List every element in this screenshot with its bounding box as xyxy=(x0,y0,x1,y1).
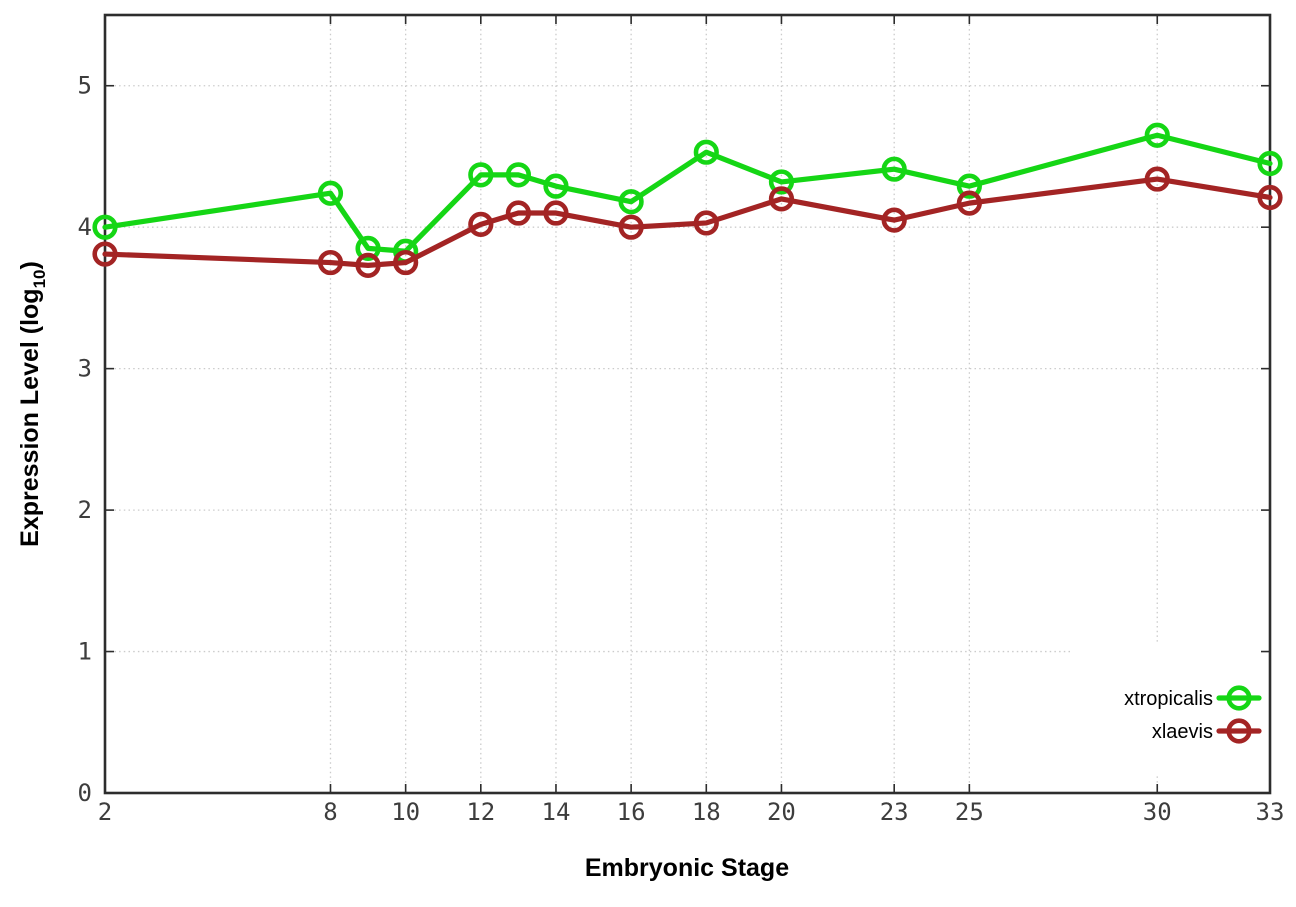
legend-sample-marker-xtropicalis xyxy=(1226,685,1252,711)
series-xlaevis-marker xyxy=(956,190,982,216)
y-axis-label: Expression Level (log10) xyxy=(16,261,49,547)
x-tick-label: 12 xyxy=(466,798,495,826)
series-xtropicalis-line xyxy=(102,132,1273,254)
y-tick-label: 2 xyxy=(78,496,92,524)
series-xlaevis-marker xyxy=(881,207,907,233)
series-xtropicalis-marker xyxy=(881,156,907,182)
x-tick-label: 10 xyxy=(391,798,420,826)
series-xtropicalis-marker xyxy=(543,173,569,199)
series-xlaevis-marker xyxy=(317,249,344,276)
series-xtropicalis-marker xyxy=(505,162,531,188)
y-tick-label: 3 xyxy=(78,355,92,383)
x-tick-label: 2 xyxy=(98,798,112,826)
series-xtropicalis-marker xyxy=(618,189,644,215)
series-xtropicalis-marker xyxy=(1257,150,1283,177)
series-xlaevis-marker xyxy=(1257,184,1283,211)
series-xtropicalis-marker xyxy=(768,169,795,195)
series-xlaevis-marker xyxy=(92,241,118,267)
x-tick-label: 25 xyxy=(955,798,984,826)
series-xtropicalis-marker xyxy=(693,139,719,165)
gridlines xyxy=(105,15,1270,793)
series-xlaevis-marker xyxy=(393,249,419,276)
x-axis-label: Embryonic Stage xyxy=(585,854,789,882)
y-tick-label: 5 xyxy=(78,72,92,100)
legend-label-xlaevis: xlaevis xyxy=(1152,721,1213,743)
series-xlaevis-marker xyxy=(468,211,494,237)
series-xlaevis-marker xyxy=(543,200,569,226)
series-xlaevis-marker xyxy=(693,210,719,236)
series-xlaevis-marker xyxy=(768,186,795,212)
y-axis-label-main: Expression Level (log xyxy=(16,288,44,546)
x-tick-label: 14 xyxy=(542,798,571,826)
y-axis-label-close: ) xyxy=(16,261,44,269)
series-xtropicalis-marker xyxy=(92,214,118,240)
y-tick-label: 1 xyxy=(78,638,92,666)
x-tick-label: 8 xyxy=(323,798,337,826)
legend-sample-marker-xlaevis xyxy=(1226,718,1252,744)
x-tick-label: 33 xyxy=(1256,798,1285,826)
series-xtropicalis-marker xyxy=(468,162,494,188)
y-tick-label: 4 xyxy=(78,213,92,241)
x-tick-label: 23 xyxy=(880,798,909,826)
x-tick-label: 18 xyxy=(692,798,721,826)
series-xlaevis-line xyxy=(102,176,1273,268)
series-xtropicalis-marker xyxy=(956,173,982,199)
legend-label-xtropicalis: xtropicalis xyxy=(1124,688,1213,710)
plot-border xyxy=(103,13,1272,795)
series-xtropicalis-marker xyxy=(355,235,381,261)
y-tick-label: 0 xyxy=(78,779,92,807)
series-xtropicalis-marker xyxy=(1144,122,1170,148)
series-xtropicalis-marker xyxy=(317,180,344,206)
x-tick-label: 30 xyxy=(1143,798,1172,826)
y-axis-label-subscript: 10 xyxy=(30,269,49,288)
series-xlaevis-marker xyxy=(1144,166,1170,192)
series-xlaevis-marker xyxy=(355,252,381,278)
series-xlaevis-marker xyxy=(618,214,644,240)
x-tick-label: 20 xyxy=(767,798,796,826)
series-xlaevis-marker xyxy=(505,200,531,226)
x-tick-label: 16 xyxy=(617,798,646,826)
